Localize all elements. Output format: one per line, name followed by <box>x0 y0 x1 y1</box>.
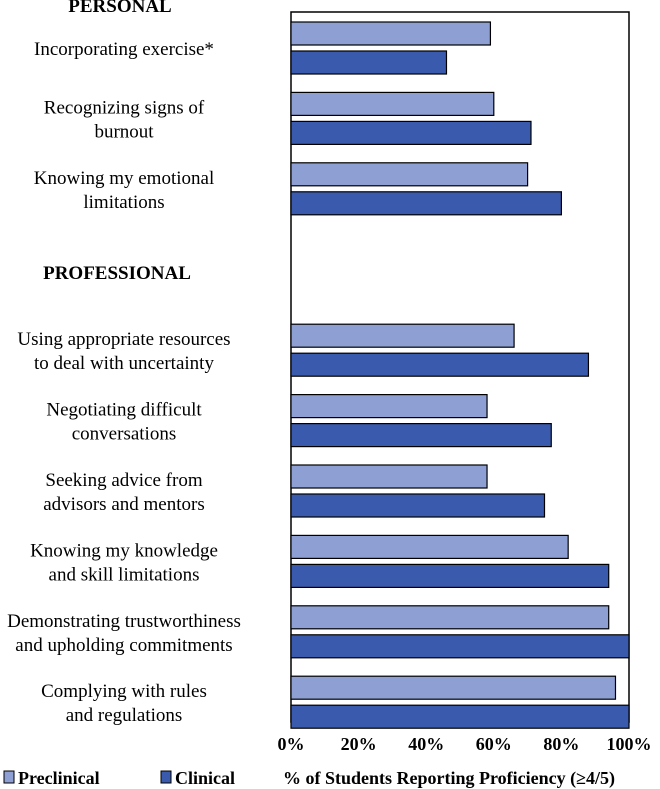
category-label: Knowing my knowledge <box>30 540 218 561</box>
category-label: to deal with uncertainty <box>34 353 214 374</box>
bar-clinical <box>290 423 552 448</box>
x-tick-label: 100% <box>607 734 652 754</box>
bar-clinical <box>290 50 448 75</box>
legend-swatch-preclinical <box>3 770 15 784</box>
bar-clinical <box>290 493 546 518</box>
category-label: Demonstrating trustworthiness <box>7 611 241 632</box>
bar-preclinical <box>290 91 495 117</box>
x-tick-label: 80% <box>543 734 579 754</box>
category-label: Seeking advice from <box>45 470 202 491</box>
category-label: and skill limitations <box>49 564 200 585</box>
bar-clinical <box>290 191 562 216</box>
legend-label-preclinical: Preclinical <box>18 768 100 788</box>
category-label: Knowing my emotional <box>34 168 214 189</box>
bar-clinical <box>290 704 630 729</box>
category-label: Negotiating difficult <box>46 400 202 421</box>
bar-preclinical <box>290 323 515 348</box>
bar-clinical <box>290 563 610 589</box>
category-label: Complying with rules <box>41 681 207 702</box>
category-label: and regulations <box>66 705 183 726</box>
category-label: Incorporating exercise* <box>34 39 214 60</box>
x-tick-label: 60% <box>476 734 512 754</box>
bar-preclinical <box>290 394 488 419</box>
category-label: advisors and mentors <box>43 494 204 515</box>
x-axis-label: % of Students Reporting Proficiency (≥4/… <box>283 768 615 789</box>
bar-preclinical <box>290 464 488 489</box>
bar-preclinical <box>290 605 610 630</box>
section-title-professional: PROFESSIONAL <box>43 263 191 284</box>
category-label: conversations <box>72 424 176 445</box>
x-tick-label: 20% <box>341 734 377 754</box>
x-tick-label: 40% <box>408 734 444 754</box>
category-label: and upholding commitments <box>15 635 232 656</box>
bar-clinical <box>290 120 532 146</box>
legend-swatch-clinical <box>160 770 172 784</box>
category-label: burnout <box>94 121 154 142</box>
bar-clinical <box>290 634 630 659</box>
category-label: Using appropriate resources <box>17 329 230 350</box>
bar-preclinical <box>290 675 617 700</box>
section-title-personal: PERSONAL <box>68 0 171 17</box>
category-label: limitations <box>83 192 164 213</box>
bar-clinical <box>290 352 590 377</box>
x-tick-label: 0% <box>278 734 305 754</box>
bar-preclinical <box>290 162 529 187</box>
legend-label-clinical: Clinical <box>175 768 235 788</box>
category-label: Recognizing signs of <box>44 97 205 118</box>
bar-preclinical <box>290 534 569 560</box>
bar-preclinical <box>290 21 492 46</box>
